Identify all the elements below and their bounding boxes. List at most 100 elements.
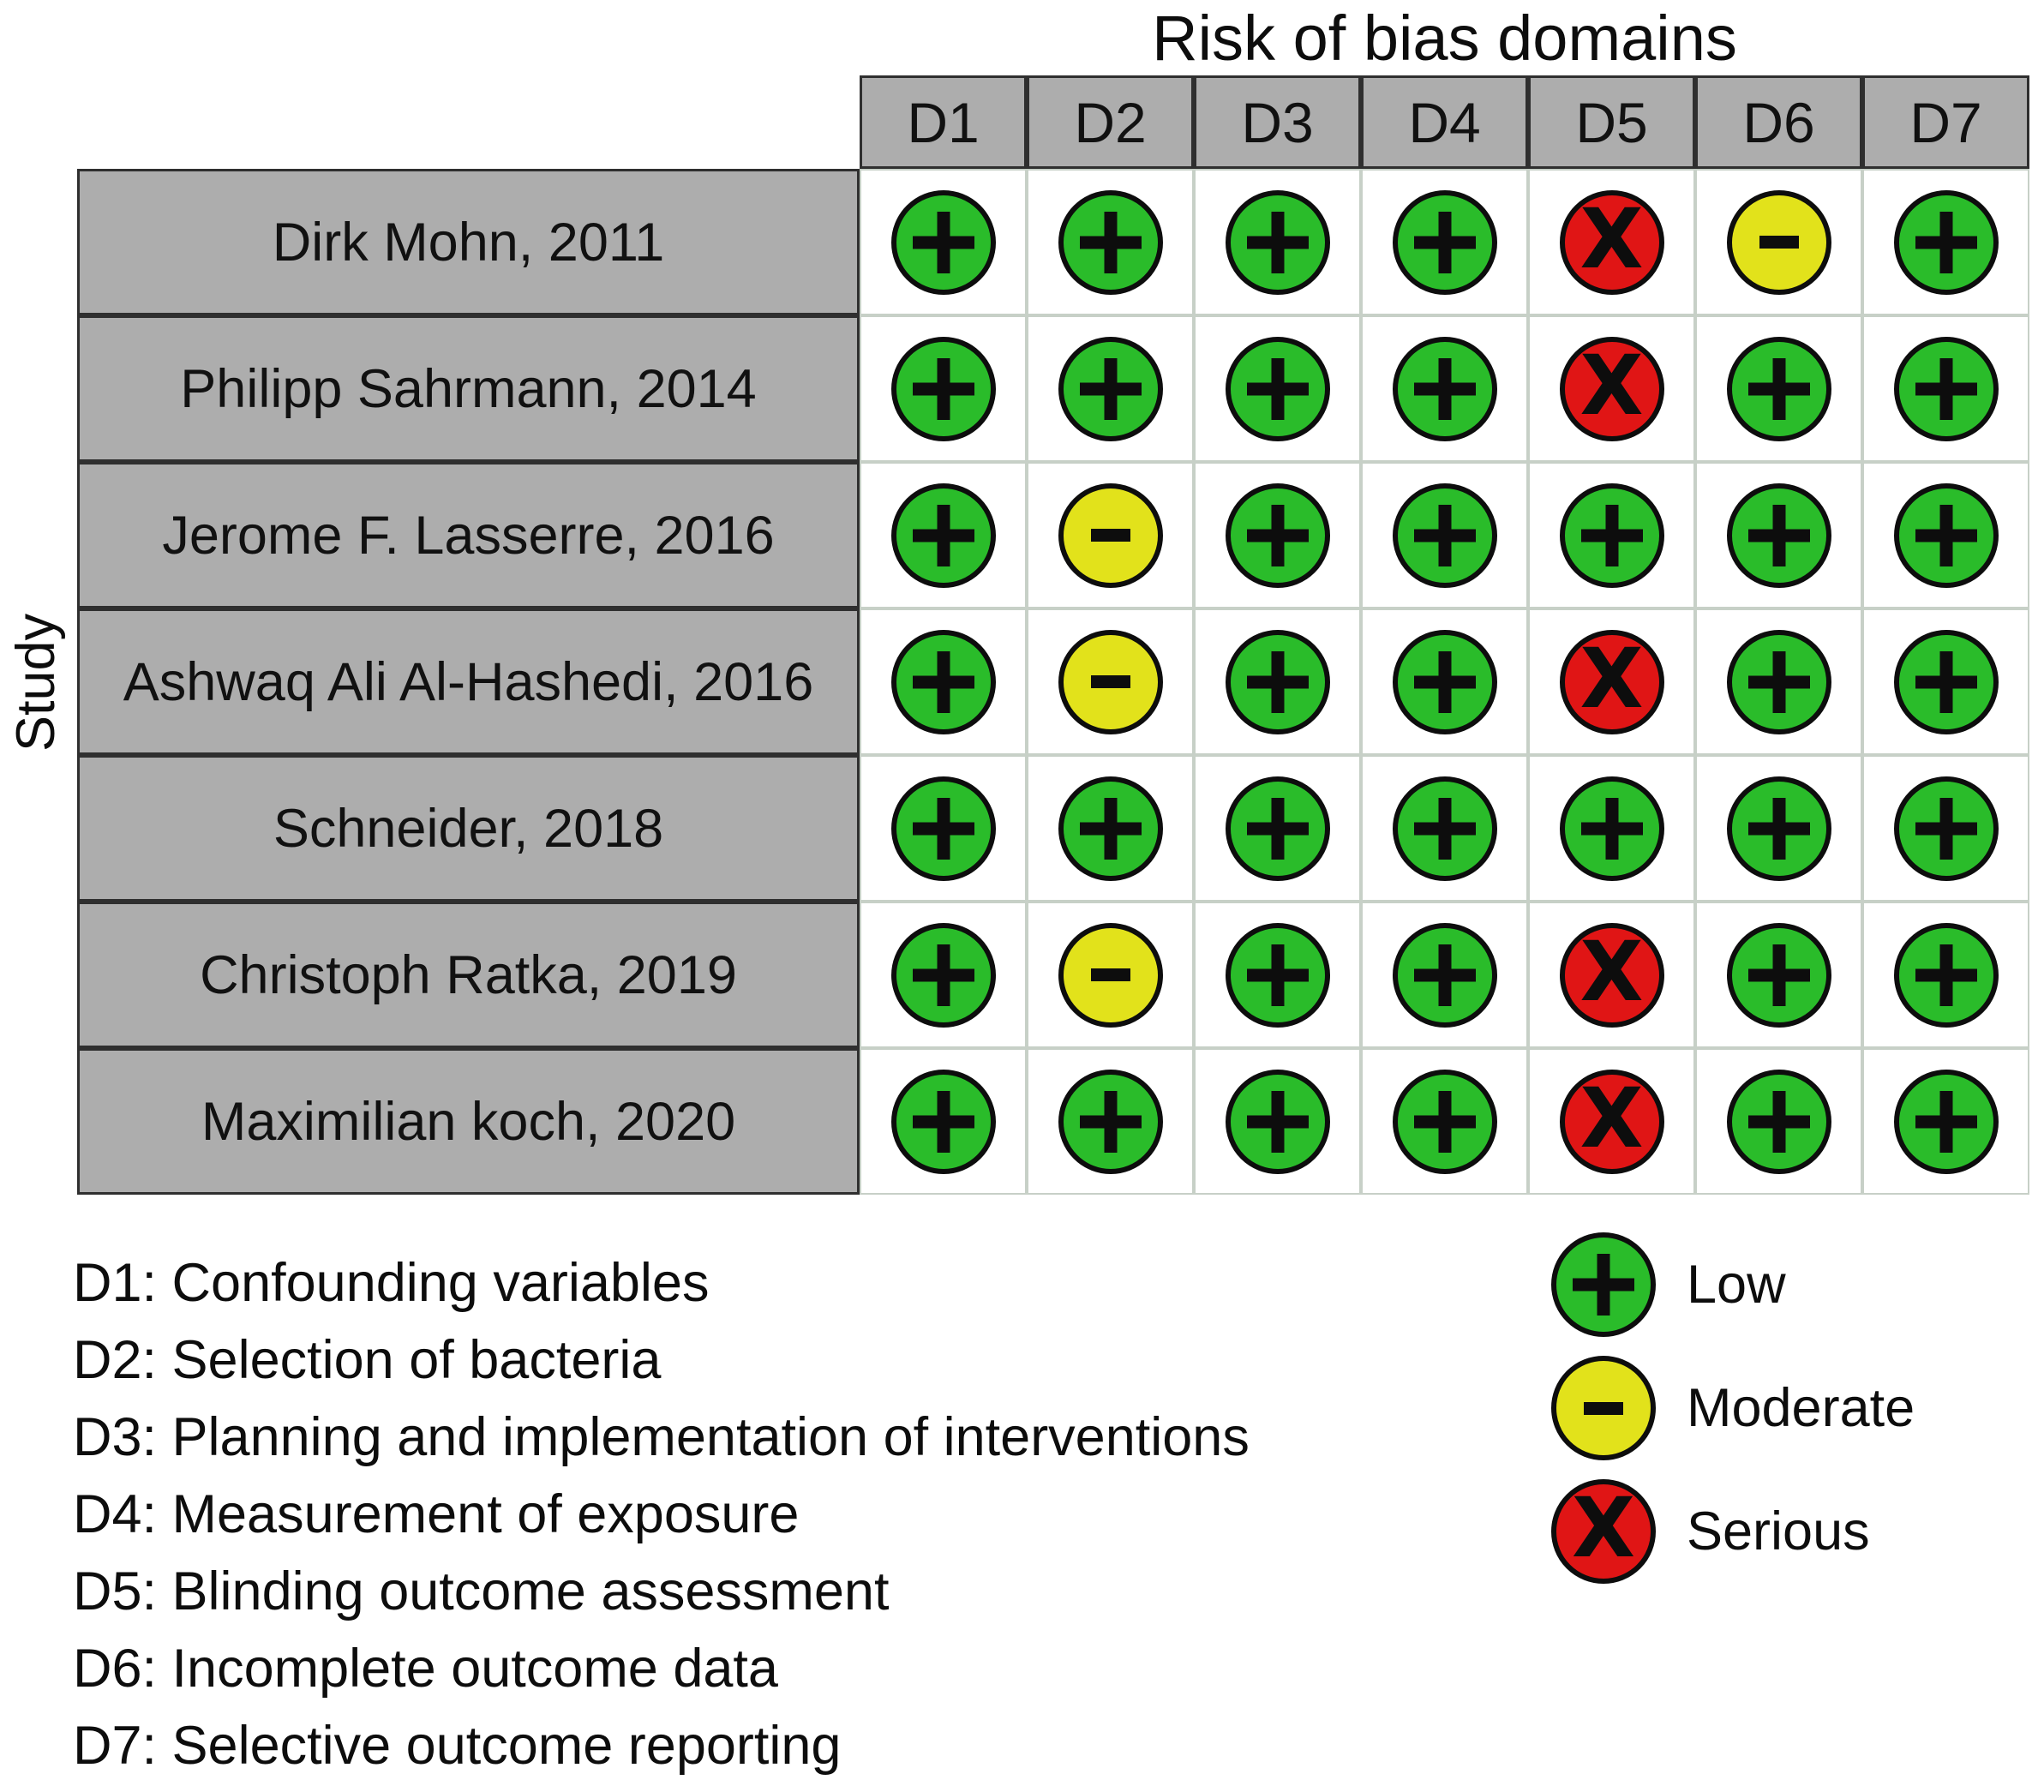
rating-cell <box>1194 462 1361 608</box>
column-header-d7: D7 <box>1862 75 2029 169</box>
low-plus-icon <box>1247 944 1309 1006</box>
serious-x-icon: X <box>1579 923 1644 1020</box>
rating-cell <box>1361 1048 1528 1195</box>
rating-cell <box>860 902 1027 1048</box>
rating-circle-low <box>1726 1069 1831 1174</box>
domain-definition: D4: Measurement of exposure <box>73 1484 800 1544</box>
rating-circle-serious: X <box>1559 1069 1664 1174</box>
low-plus-icon <box>1748 358 1810 420</box>
rating-circle-low <box>1559 482 1664 588</box>
risk-legend: Low Moderate X Serious <box>1551 1232 1915 1584</box>
low-plus-icon <box>1915 505 1977 566</box>
rating-circle-low <box>1225 482 1330 588</box>
domain-definition: D6: Incomplete outcome data <box>73 1639 778 1699</box>
rating-circle-low <box>1392 629 1497 734</box>
column-header-d3: D3 <box>1194 75 1361 169</box>
rating-cell <box>1695 608 1862 755</box>
low-plus-icon <box>1915 1091 1977 1153</box>
low-plus-icon <box>1414 212 1476 273</box>
rating-circle-low <box>1893 189 1999 295</box>
low-plus-icon <box>1915 358 1977 420</box>
rating-cell: X <box>1528 1048 1695 1195</box>
moderate-minus-icon <box>1759 236 1799 249</box>
rating-cell: X <box>1528 169 1695 315</box>
rating-cell <box>1194 608 1361 755</box>
low-plus-icon <box>1247 1091 1309 1153</box>
low-plus-icon <box>1247 358 1309 420</box>
rating-circle-serious: X <box>1559 189 1664 295</box>
legend-label-moderate: Moderate <box>1687 1378 1915 1438</box>
rating-cell <box>860 169 1027 315</box>
low-plus-icon <box>1414 944 1476 1006</box>
rating-circle-low <box>890 336 996 441</box>
corner-spacer <box>77 75 860 169</box>
study-row-label: Maximilian koch, 2020 <box>77 1048 860 1195</box>
rating-cell <box>1027 1048 1194 1195</box>
rating-circle-low <box>1225 776 1330 881</box>
low-plus-icon <box>1414 358 1476 420</box>
column-header-d6: D6 <box>1695 75 1862 169</box>
low-plus-icon <box>1414 1091 1476 1153</box>
rating-cell <box>1194 902 1361 1048</box>
rating-cell <box>1695 755 1862 902</box>
rating-circle-serious: X <box>1559 629 1664 734</box>
rating-cell <box>1361 462 1528 608</box>
low-plus-icon <box>1080 798 1142 860</box>
serious-x-icon: X <box>1571 1480 1635 1576</box>
rating-cell: X <box>1528 315 1695 462</box>
legend-item-low: Low <box>1551 1232 1915 1337</box>
serious-x-icon: X <box>1579 1070 1644 1166</box>
rating-cell <box>1862 902 2029 1048</box>
rating-circle-low <box>1392 776 1497 881</box>
legend-label-low: Low <box>1687 1255 1786 1315</box>
low-plus-icon <box>1414 798 1476 860</box>
low-plus-icon <box>1915 212 1977 273</box>
rating-cell <box>1695 902 1862 1048</box>
legend-circle-serious: X <box>1551 1479 1656 1584</box>
rating-circle-low <box>1726 482 1831 588</box>
domain-definition: D5: Blinding outcome assessment <box>73 1561 890 1621</box>
rating-circle-low <box>890 776 996 881</box>
rating-circle-low <box>890 482 996 588</box>
study-row-label: Dirk Mohn, 2011 <box>77 169 860 315</box>
low-plus-icon <box>1915 651 1977 713</box>
rating-circle-moderate <box>1058 629 1163 734</box>
low-plus-icon <box>1915 798 1977 860</box>
moderate-minus-icon <box>1584 1401 1623 1415</box>
rating-cell <box>860 1048 1027 1195</box>
rating-circle-low <box>1392 1069 1497 1174</box>
rating-circle-low <box>1726 922 1831 1028</box>
rating-circle-low <box>1726 336 1831 441</box>
rating-circle-low <box>1392 922 1497 1028</box>
domain-definition: D1: Confounding variables <box>73 1253 710 1313</box>
low-plus-icon <box>1748 944 1810 1006</box>
rating-cell <box>1862 169 2029 315</box>
low-plus-icon <box>1748 651 1810 713</box>
low-plus-icon <box>913 1091 974 1153</box>
serious-x-icon: X <box>1579 630 1644 727</box>
rating-circle-moderate <box>1726 189 1831 295</box>
rating-circle-low <box>1726 776 1831 881</box>
column-header-d5: D5 <box>1528 75 1695 169</box>
rating-circle-serious: X <box>1559 922 1664 1028</box>
rating-circle-moderate <box>1058 482 1163 588</box>
rating-circle-low <box>890 629 996 734</box>
rating-circle-low <box>1893 629 1999 734</box>
rating-cell <box>1695 462 1862 608</box>
study-row-label: Jerome F. Lasserre, 2016 <box>77 462 860 608</box>
low-plus-icon <box>1247 212 1309 273</box>
low-plus-icon <box>913 798 974 860</box>
rating-circle-low <box>1058 189 1163 295</box>
rating-circle-low <box>890 189 996 295</box>
rating-cell <box>1862 1048 2029 1195</box>
domain-definitions: D1: Confounding variables D2: Selection o… <box>73 1244 1250 1784</box>
domain-definition: D7: Selective outcome reporting <box>73 1716 842 1776</box>
low-plus-icon <box>1573 1254 1634 1316</box>
low-plus-icon <box>1080 1091 1142 1153</box>
study-row-label: Ashwaq Ali Al-Hashedi, 2016 <box>77 608 860 755</box>
rating-cell: X <box>1528 902 1695 1048</box>
serious-x-icon: X <box>1579 337 1644 434</box>
rating-circle-low <box>1225 1069 1330 1174</box>
rating-cell <box>1027 169 1194 315</box>
rating-circle-low <box>1058 1069 1163 1174</box>
